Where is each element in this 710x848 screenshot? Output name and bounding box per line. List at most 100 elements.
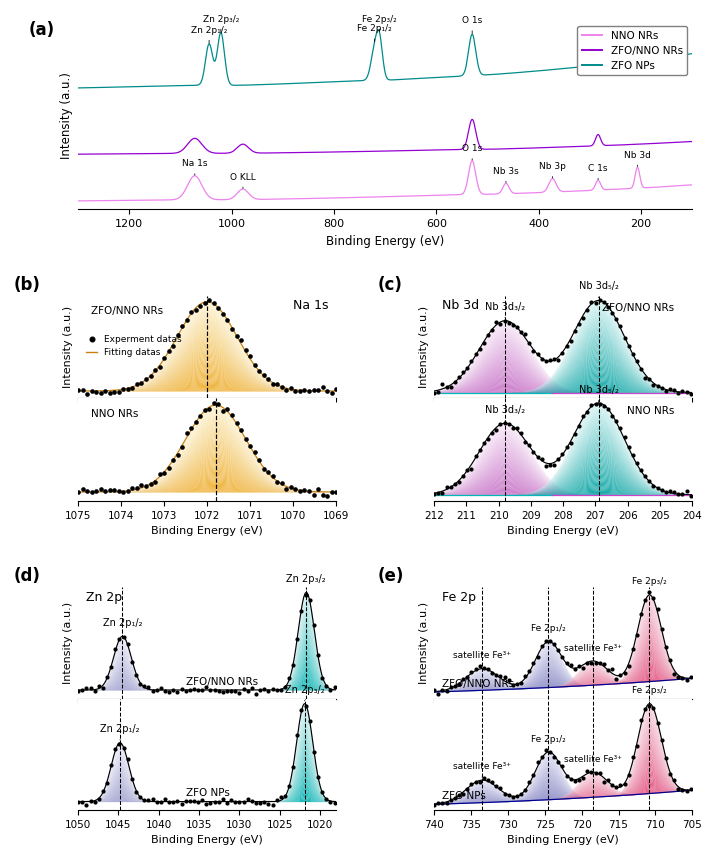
Point (536, 352, 547, 365)
Point (155, 681, 167, 695)
Point (631, 354, 643, 367)
Point (317, 381, 328, 394)
Point (478, 661, 489, 675)
Point (276, 477, 288, 490)
Point (308, 383, 320, 397)
Point (515, 326, 527, 339)
Point (312, 383, 324, 397)
Point (454, 788, 465, 801)
Point (594, 293, 606, 307)
Point (109, 385, 120, 399)
Point (648, 480, 659, 494)
Point (466, 665, 477, 678)
Point (77, 683, 88, 697)
Point (176, 683, 187, 696)
Point (168, 453, 179, 466)
Point (545, 458, 556, 471)
Point (106, 660, 117, 673)
Point (611, 312, 622, 326)
Point (627, 348, 638, 361)
Point (303, 484, 315, 498)
Point (308, 488, 320, 501)
Point (611, 672, 622, 685)
Point (635, 713, 647, 727)
Point (561, 656, 572, 669)
Point (151, 795, 163, 809)
Text: Nb 3d₅/₂: Nb 3d₅/₂ (579, 385, 618, 403)
Point (429, 487, 440, 500)
Point (495, 781, 506, 795)
Point (495, 670, 506, 683)
Point (104, 483, 116, 497)
Point (565, 334, 577, 348)
Point (552, 755, 564, 768)
Point (437, 796, 448, 810)
Point (72, 795, 84, 809)
Point (623, 339, 634, 353)
Point (486, 323, 498, 337)
Point (565, 436, 577, 449)
Point (131, 785, 142, 799)
Point (499, 314, 510, 327)
Point (640, 702, 651, 716)
Point (577, 661, 589, 674)
Point (482, 432, 493, 446)
Point (131, 377, 143, 390)
Point (197, 683, 208, 697)
Point (222, 402, 233, 416)
X-axis label: Binding Energy (eV): Binding Energy (eV) (326, 235, 444, 248)
Point (321, 679, 332, 693)
Point (457, 469, 469, 483)
Point (549, 638, 560, 651)
Point (229, 795, 241, 808)
Point (138, 678, 150, 692)
Point (294, 484, 305, 498)
Point (168, 795, 179, 809)
Point (482, 328, 493, 342)
Point (565, 773, 577, 786)
Text: Fe 2p₃/₂: Fe 2p₃/₂ (632, 577, 667, 592)
Point (172, 328, 183, 342)
Point (275, 790, 287, 804)
Point (172, 795, 183, 808)
Point (240, 343, 251, 357)
Point (249, 359, 261, 372)
Point (470, 347, 481, 360)
Point (627, 750, 638, 764)
Point (163, 795, 175, 808)
Point (222, 796, 233, 810)
Point (606, 662, 618, 676)
Point (611, 414, 622, 427)
Text: ZFO NPs: ZFO NPs (187, 789, 230, 799)
Point (445, 380, 457, 393)
Point (515, 426, 527, 439)
Point (184, 795, 195, 808)
Point (528, 656, 539, 670)
Point (511, 320, 523, 333)
Point (524, 438, 535, 451)
Point (581, 764, 593, 778)
Point (126, 773, 138, 786)
Point (99, 484, 111, 498)
Point (635, 463, 647, 477)
Point (644, 475, 655, 488)
Point (163, 461, 175, 475)
Point (126, 655, 138, 668)
Point (437, 683, 448, 697)
Point (586, 766, 597, 779)
Text: Zn 2p₁/₂: Zn 2p₁/₂ (103, 617, 142, 633)
Text: ZFO/NNO NRs: ZFO/NNO NRs (187, 678, 258, 687)
Point (429, 683, 440, 697)
Point (263, 372, 274, 386)
Point (672, 487, 684, 500)
Point (176, 797, 187, 811)
Point (644, 586, 655, 600)
Point (511, 421, 523, 435)
Text: O KLL: O KLL (230, 172, 256, 188)
Text: Zn 2p₃/₂: Zn 2p₃/₂ (287, 573, 326, 589)
Point (267, 798, 278, 812)
Point (190, 303, 202, 316)
Point (197, 793, 208, 806)
Point (482, 662, 493, 676)
Text: Fe 2p₃/₂: Fe 2p₃/₂ (632, 686, 667, 701)
